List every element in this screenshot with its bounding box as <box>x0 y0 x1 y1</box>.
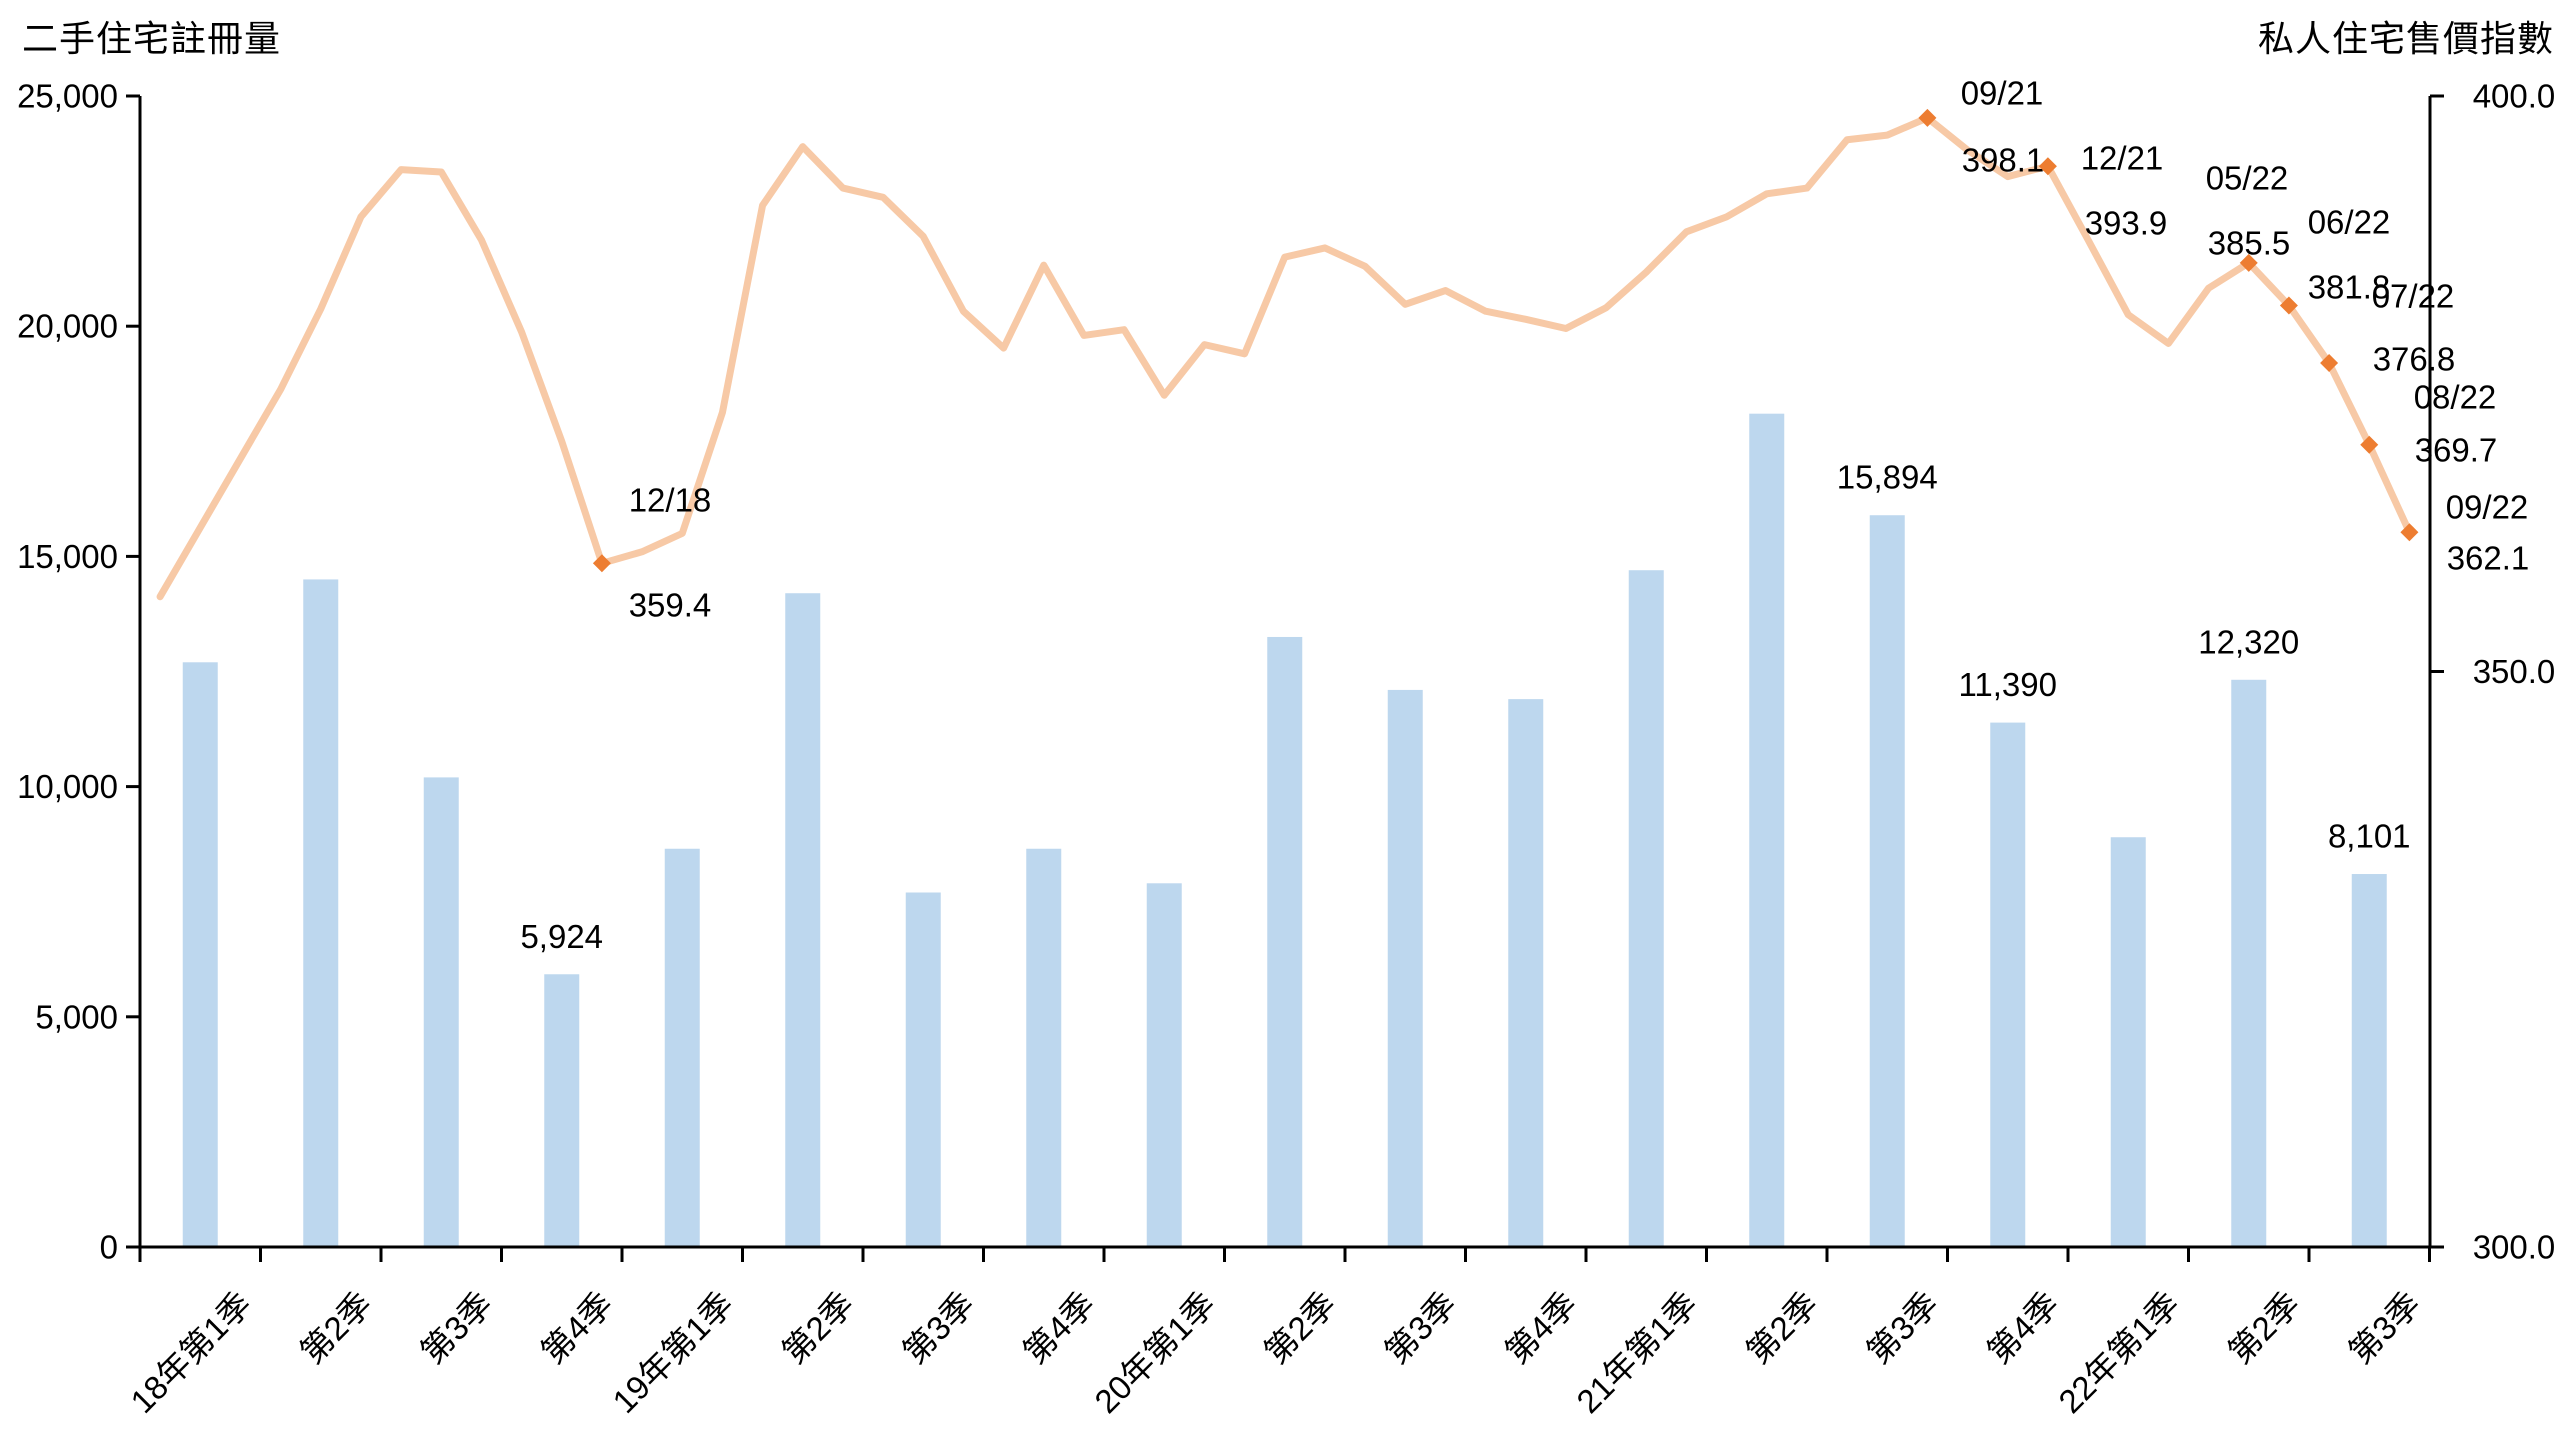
annotation-date-label: 06/22 <box>2308 204 2391 241</box>
x-axis-category-label: 第3季 <box>1860 1285 1946 1371</box>
bar <box>664 848 700 1247</box>
bar <box>1749 413 1785 1247</box>
bar <box>1628 570 1664 1247</box>
annotation-date-label: 09/21 <box>1961 75 2044 112</box>
price-index-marker <box>2400 523 2419 542</box>
x-axis-category-label: 18年第1季 <box>123 1285 258 1420</box>
bar-value-label: 15,894 <box>1837 459 1938 496</box>
x-axis-category-label: 第3季 <box>1378 1285 1464 1371</box>
x-axis-category-label: 20年第1季 <box>1087 1285 1222 1420</box>
bar-value-label: 8,101 <box>2328 818 2411 855</box>
bar <box>1146 883 1182 1247</box>
price-index-marker <box>2239 253 2258 272</box>
x-axis-category-label: 第4季 <box>1980 1285 2066 1371</box>
bar-value-label: 11,390 <box>1959 666 2057 703</box>
x-axis-category-label: 22年第1季 <box>2051 1285 2186 1420</box>
annotation-date-label: 12/21 <box>2081 140 2164 177</box>
x-axis-category-label: 第3季 <box>414 1285 500 1371</box>
left-axis-tick-label: 10,000 <box>17 768 118 805</box>
bar <box>2351 874 2387 1247</box>
price-index-marker <box>2279 296 2298 315</box>
bar <box>785 593 821 1247</box>
bar-value-label: 5,924 <box>520 918 603 955</box>
annotation-value-label: 393.9 <box>2085 205 2168 242</box>
bar <box>1026 848 1062 1247</box>
x-axis-category-label: 19年第1季 <box>605 1285 740 1420</box>
price-index-marker <box>592 554 611 573</box>
x-axis-category-label: 第4季 <box>1016 1285 1102 1371</box>
bar <box>303 579 339 1247</box>
annotation-value-label: 369.7 <box>2415 432 2498 469</box>
left-axis-tick-label: 15,000 <box>17 538 118 575</box>
bar <box>182 662 218 1247</box>
price-index-line <box>156 114 2413 601</box>
bar <box>2231 679 2267 1247</box>
right-axis-title: 私人住宅售價指數 <box>2257 18 2554 59</box>
x-axis-category-label: 第3季 <box>2342 1285 2428 1371</box>
right-axis-tick-label: 400.0 <box>2473 78 2556 115</box>
annotation-date-label: 08/22 <box>2414 379 2497 416</box>
bar <box>1267 636 1303 1247</box>
bar <box>1990 722 2026 1247</box>
annotation-value-label: 359.4 <box>629 587 712 624</box>
annotation-value-label: 385.5 <box>2208 225 2291 262</box>
x-axis-category-label: 21年第1季 <box>1569 1285 1704 1420</box>
left-axis-tick-label: 0 <box>100 1229 118 1266</box>
annotation-date-label: 07/22 <box>2372 278 2455 315</box>
price-index-marker <box>2320 354 2339 373</box>
price-index-marker <box>1918 108 1937 127</box>
bar <box>1508 699 1544 1247</box>
annotation-value-label: 376.8 <box>2373 341 2456 378</box>
annotation-date-label: 09/22 <box>2446 489 2529 526</box>
left-axis-tick-label: 20,000 <box>17 308 118 345</box>
annotation-value-label: 362.1 <box>2447 540 2530 577</box>
x-axis-category-label: 第4季 <box>1498 1285 1584 1371</box>
left-axis-tick-label: 5,000 <box>35 998 118 1035</box>
bar <box>544 974 580 1247</box>
x-axis-category-label: 第2季 <box>775 1285 861 1371</box>
x-axis-category-label: 第2季 <box>2221 1285 2307 1371</box>
right-axis-tick-label: 300.0 <box>2473 1229 2556 1266</box>
bar <box>2110 837 2146 1247</box>
x-axis-category-label: 第2季 <box>1257 1285 1343 1371</box>
right-axis-tick-label: 350.0 <box>2473 653 2556 690</box>
bar <box>423 777 459 1247</box>
left-axis-tick-label: 25,000 <box>17 78 118 115</box>
annotation-value-label: 398.1 <box>1962 142 2045 179</box>
bar <box>905 892 941 1247</box>
x-axis-category-label: 第3季 <box>896 1285 982 1371</box>
x-axis-category-label: 第2季 <box>1739 1285 1825 1371</box>
annotation-value-label: 381.8 <box>2308 269 2391 306</box>
bar-value-label: 12,320 <box>2198 623 2299 660</box>
x-axis-category-label: 第2季 <box>293 1285 379 1371</box>
price-index-marker <box>2038 157 2057 176</box>
annotation-date-label: 05/22 <box>2206 160 2289 197</box>
bar <box>1387 689 1423 1247</box>
left-axis-title: 二手住宅註冊量 <box>22 18 282 59</box>
x-axis-category-label: 第4季 <box>534 1285 620 1371</box>
price-index-marker <box>2360 435 2379 454</box>
bar <box>1869 515 1905 1247</box>
annotation-date-label: 12/18 <box>629 482 712 519</box>
